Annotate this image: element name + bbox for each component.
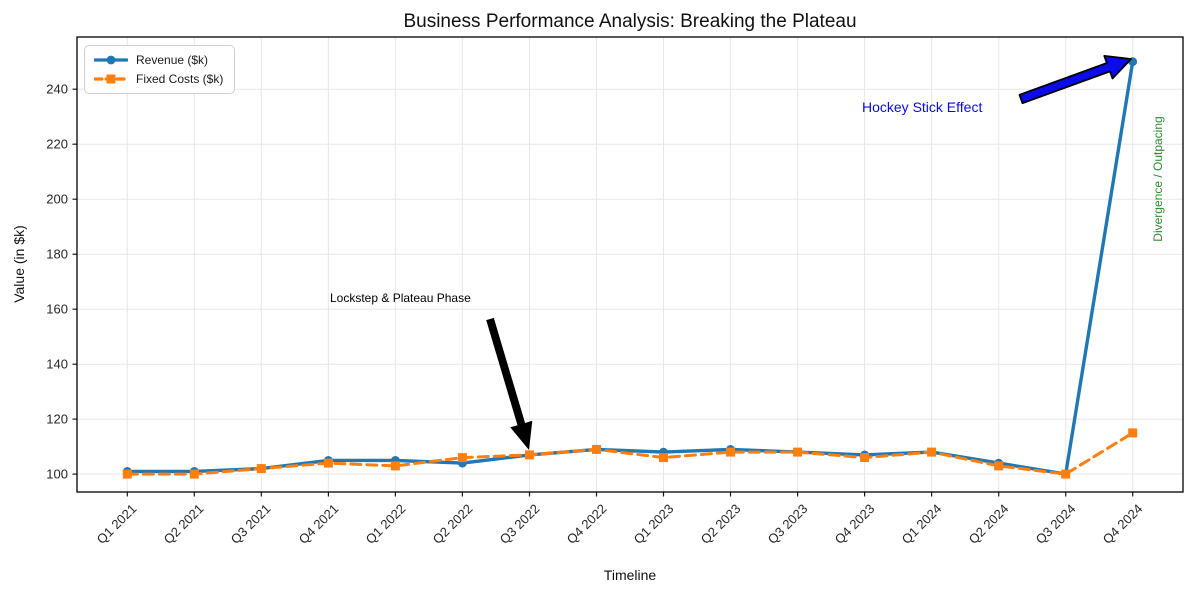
legend-item-fixed-costs: Fixed Costs ($k): [94, 72, 223, 86]
annotation-arrow: [1018, 55, 1132, 105]
revenue-line-swatch-icon: [94, 53, 128, 67]
fixed-costs-marker: [592, 444, 601, 454]
annotation-hockey-stick: Hockey Stick Effect: [862, 99, 983, 115]
revenue-line: [125, 60, 1135, 476]
plot-border: [76, 36, 1184, 493]
y-tick-label: 220: [46, 136, 68, 152]
fixed-costs-marker: [189, 469, 199, 479]
legend-label-revenue: Revenue ($k): [136, 53, 209, 67]
annotation-divergence-outpacing: Divergence / Outpacing: [1151, 116, 1165, 242]
y-tick-label: 140: [46, 356, 68, 372]
fixed-costs-marker: [1061, 469, 1071, 479]
y-tick-label: 100: [46, 466, 68, 482]
annotation-arrow: [486, 317, 533, 450]
legend-item-revenue: Revenue ($k): [94, 53, 223, 67]
fixed-costs-marker: [390, 461, 400, 471]
chart-title: Business Performance Analysis: Breaking …: [403, 11, 857, 32]
y-tick-label: 240: [46, 81, 68, 97]
y-axis-label: Value (in $k): [11, 225, 27, 303]
y-tick-label: 160: [46, 301, 68, 317]
fixed-costs-marker: [323, 458, 333, 468]
fixed-costs-marker: [860, 453, 870, 463]
legend-label-fixed-costs: Fixed Costs ($k): [136, 72, 224, 86]
fixed-costs-marker: [994, 461, 1004, 471]
fixed-costs-marker: [1128, 428, 1138, 438]
fixed-costs-marker: [793, 447, 803, 457]
fixed-costs-line: [125, 431, 1135, 476]
legend: Revenue ($k) Fixed Costs ($k): [84, 45, 236, 94]
fixed-costs-marker: [122, 469, 132, 479]
fixed-costs-marker: [525, 450, 534, 460]
fixed-costs-marker: [659, 453, 668, 463]
fixed-costs-marker: [927, 447, 937, 457]
y-tick-label: 120: [46, 411, 68, 427]
y-tick-label: 200: [46, 191, 68, 207]
fixed-costs-marker: [256, 464, 266, 474]
fixed-costs-marker: [726, 447, 735, 457]
y-tick-label: 180: [46, 246, 68, 262]
x-axis-label: Timeline: [603, 567, 657, 583]
fixed-costs-line-swatch-icon: [94, 72, 128, 86]
annotation-lockstep-plateau: Lockstep & Plateau Phase: [330, 291, 471, 305]
fixed-costs-marker: [457, 453, 467, 463]
